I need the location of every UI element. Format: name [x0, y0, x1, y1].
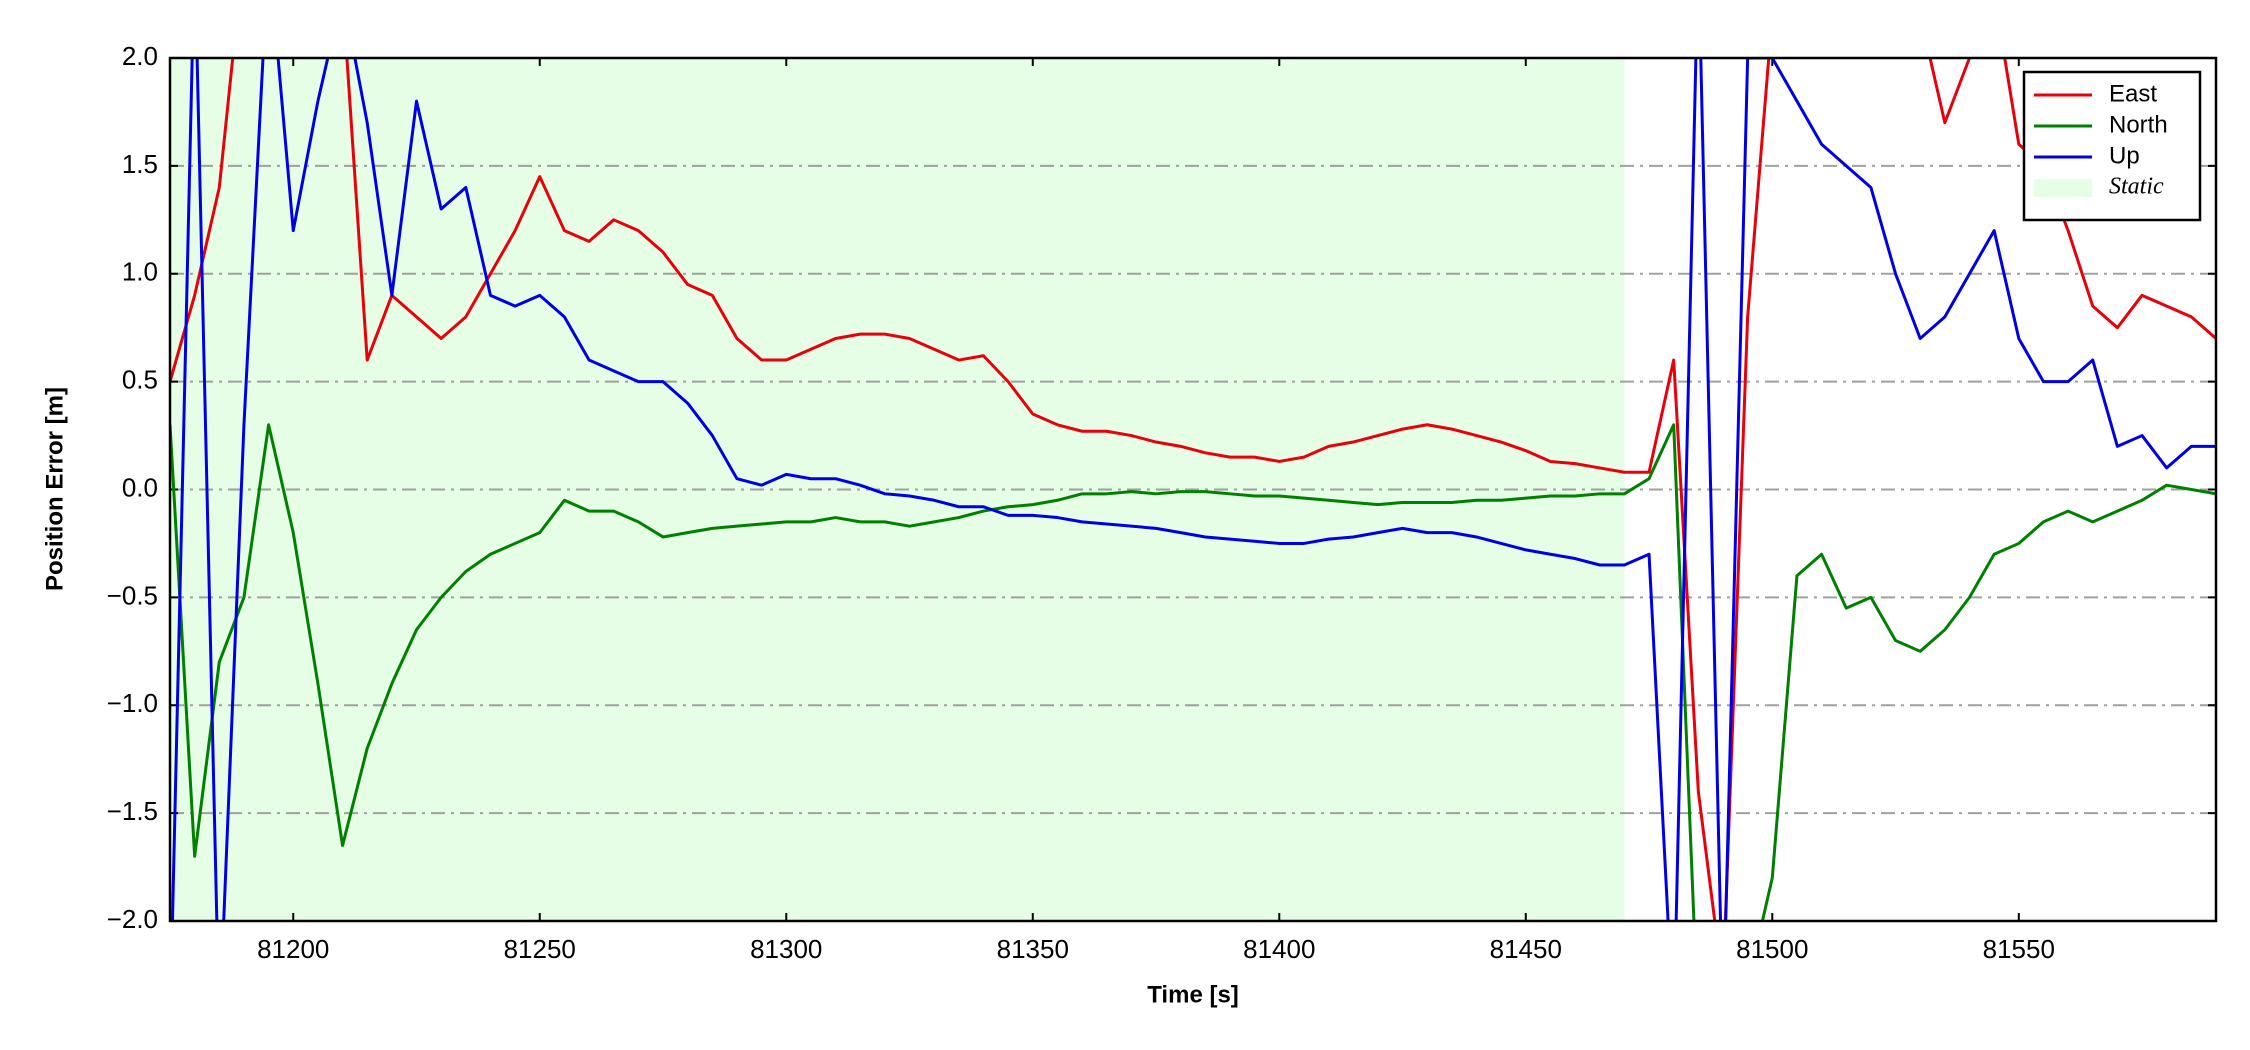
y-tick-label: 0.5: [122, 365, 158, 395]
y-tick-label: 0.0: [122, 472, 158, 502]
legend-label: East: [2109, 80, 2157, 107]
y-tick-label: −1.0: [107, 688, 158, 718]
series-line: [170, 58, 2216, 921]
x-tick-label: 81250: [504, 934, 576, 964]
series-line: [170, 423, 2216, 921]
x-tick-label: 81450: [1490, 934, 1562, 964]
x-tick-label: 81350: [997, 934, 1069, 964]
y-axis-label: Position Error [m]: [41, 387, 68, 591]
legend-label: Up: [2109, 142, 2140, 169]
x-tick-label: 81500: [1736, 934, 1808, 964]
series-line: [170, 58, 2216, 921]
x-tick-label: 81200: [257, 934, 329, 964]
y-tick-label: 2.0: [122, 41, 158, 71]
y-tick-label: 1.5: [122, 149, 158, 179]
x-axis-label: Time [s]: [1147, 981, 1239, 1008]
y-tick-label: 1.0: [122, 257, 158, 287]
x-tick-label: 81300: [750, 934, 822, 964]
y-tick-label: −2.0: [107, 904, 158, 934]
x-tick-label: 81400: [1243, 934, 1315, 964]
y-tick-label: −0.5: [107, 580, 158, 610]
x-tick-label: 81550: [1983, 934, 2055, 964]
y-tick-label: −1.5: [107, 796, 158, 826]
plot-frame: [168, 56, 2218, 923]
legend-swatch: [2034, 179, 2092, 197]
lines: [170, 58, 2216, 921]
legend-label: North: [2109, 111, 2168, 138]
legend-label: Static: [2109, 174, 2164, 200]
